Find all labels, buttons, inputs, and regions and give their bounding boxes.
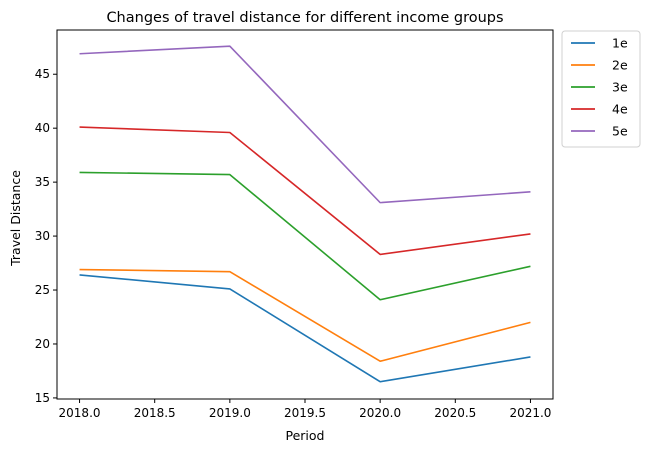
y-tick-label: 35 [35, 175, 50, 189]
legend: 1e 2e 3e 4e 5e [561, 30, 641, 148]
y-tick-label: 30 [35, 229, 50, 243]
y-axis-label: Travel Distance [8, 170, 23, 267]
y-tick-label: 40 [35, 121, 50, 135]
y-tick-label: 45 [35, 67, 50, 81]
y-tick-label: 20 [35, 337, 50, 351]
x-tick-label: 2020.5 [434, 406, 476, 420]
y-tick-label: 15 [35, 391, 50, 405]
y-tick-label: 25 [35, 283, 50, 297]
x-tick-label: 2019.5 [284, 406, 326, 420]
legend-label: 1e [612, 36, 628, 51]
plot-frame [56, 29, 554, 400]
series-line-5e [79, 45, 531, 204]
legend-label: 3e [612, 80, 628, 95]
series-line-1e [79, 274, 531, 383]
x-tick-label: 2019.0 [209, 406, 251, 420]
series-line-3e [79, 171, 531, 301]
chart-title: Changes of travel distance for different… [106, 10, 503, 26]
x-tick-label: 2021.0 [509, 406, 551, 420]
series-line-2e [79, 268, 531, 363]
legend-label: 5e [612, 124, 628, 139]
y-axis-ticks: 15 20 25 30 35 40 45 [35, 67, 57, 405]
series-line-4e [79, 126, 531, 256]
x-axis-label: Period [286, 428, 325, 443]
legend-label: 4e [612, 102, 628, 117]
x-tick-label: 2018.0 [59, 406, 101, 420]
x-tick-label: 2018.5 [134, 406, 176, 420]
plot-lines [79, 45, 531, 383]
legend-box [561, 30, 641, 148]
x-tick-label: 2020.0 [359, 406, 401, 420]
x-axis-ticks: 2018.0 2018.5 2019.0 2019.5 2020.0 2020.5 2021… [59, 399, 551, 420]
legend-label: 2e [612, 58, 628, 73]
